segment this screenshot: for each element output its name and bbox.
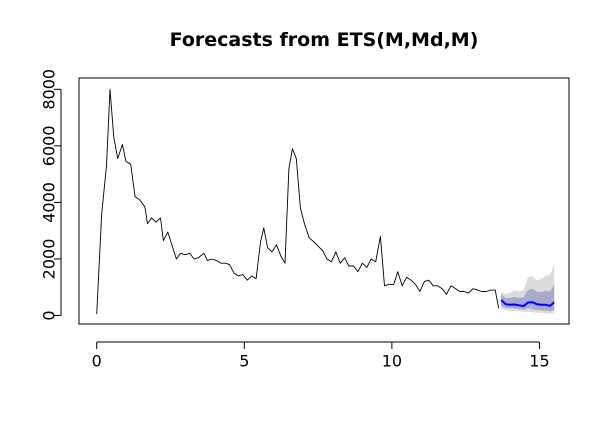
x-tick-label: 5 bbox=[239, 352, 249, 371]
y-tick-label: 0 bbox=[40, 310, 59, 320]
x-tick-label: 10 bbox=[382, 352, 402, 371]
forecast-line bbox=[500, 299, 555, 308]
history-line bbox=[96, 88, 500, 315]
x-tick-label: 0 bbox=[92, 352, 102, 371]
y-tick-label: 8000 bbox=[40, 69, 59, 110]
series-lines bbox=[96, 88, 555, 315]
plot-box bbox=[78, 77, 570, 325]
y-tick-label: 2000 bbox=[40, 239, 59, 280]
chart-title: Forecasts from ETS(M,Md,M) bbox=[170, 29, 479, 51]
y-tick-label: 4000 bbox=[40, 182, 59, 223]
y-tick-label: 6000 bbox=[40, 126, 59, 167]
y-axis: 0 2000 4000 6000 8000 bbox=[40, 69, 62, 321]
prediction-bands bbox=[501, 264, 555, 314]
x-axis: 0 5 10 15 bbox=[92, 341, 550, 371]
x-tick-label: 15 bbox=[529, 352, 549, 371]
